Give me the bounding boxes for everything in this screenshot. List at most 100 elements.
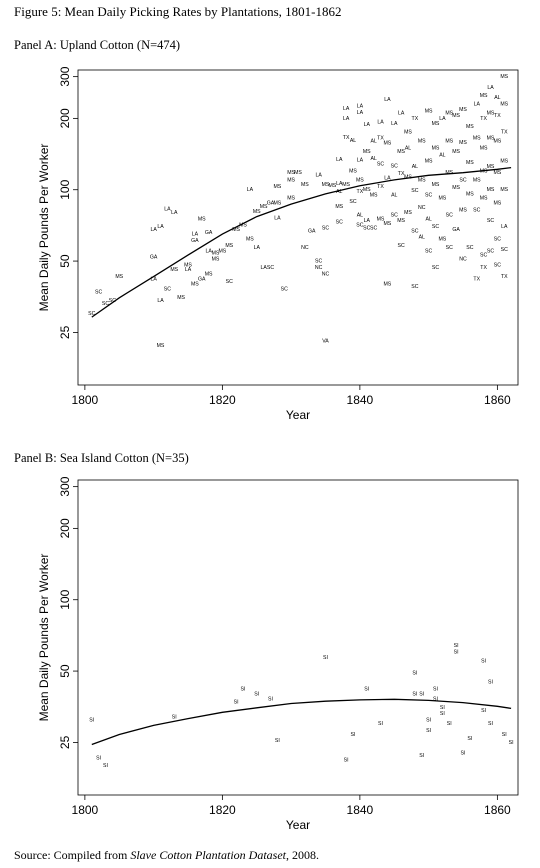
panel-a-point: LA	[150, 227, 157, 233]
panel-a-xtick-label: 1840	[347, 393, 374, 407]
panel-b-point: SI	[433, 686, 438, 692]
source-dataset: Slave Cotton Plantation Dataset	[130, 848, 286, 862]
panel-a-point: MS	[212, 256, 220, 262]
panel-a-point: MS	[493, 170, 501, 176]
panel-a-point: LA	[364, 122, 371, 128]
panel-a-point: AL	[494, 95, 500, 101]
panel-b-point: SI	[344, 758, 349, 764]
panel-a-point: NC	[315, 265, 323, 271]
panel-b-xtick-label: 1840	[347, 803, 374, 817]
panel-a-point: MS	[459, 208, 467, 214]
panel-b-point: SI	[268, 697, 273, 703]
panel-a-point: MS	[383, 221, 391, 227]
panel-a-point: LA	[384, 97, 391, 103]
panel-a-point: LA	[357, 110, 364, 116]
panel-a-ytick-label: 300	[58, 66, 72, 86]
panel-b-y-axis-label: Mean Daily Pounds Per Worker	[37, 554, 51, 722]
panel-b-point: SI	[275, 738, 280, 744]
panel-a-point: MS	[466, 124, 474, 130]
panel-a-point: GA	[308, 228, 316, 234]
panel-a-point: LA	[501, 224, 508, 230]
source-prefix: Source: Compiled from	[14, 848, 131, 862]
panel-a-point: MS	[480, 168, 488, 174]
panel-a-point: MS	[432, 145, 440, 151]
panel-a-point: MS	[225, 243, 233, 249]
panel-a-xtick-label: 1820	[209, 393, 236, 407]
panel-a-fit-line	[91, 166, 512, 318]
panel-a-point: SC	[487, 218, 494, 224]
panel-a-point: AL	[439, 152, 445, 158]
panel-a-point: SC	[315, 258, 322, 264]
panel-a-point: MS	[273, 200, 281, 206]
panel-a-point: SC	[109, 298, 116, 304]
panel-a-point: LA	[364, 218, 371, 224]
panel-b-fit-line	[91, 698, 512, 746]
panel-a-point: LA	[336, 157, 343, 163]
panel-b-point: SI	[172, 714, 177, 720]
panel-a-point: SC	[432, 224, 439, 230]
panel-a-plot-frame	[77, 69, 519, 386]
panel-a-point: MS	[480, 93, 488, 99]
panel-a-point: LA	[474, 101, 481, 107]
panel-a-point: MS	[377, 217, 385, 223]
panel-b-point: SI	[103, 763, 108, 769]
panel-a-point: MS	[184, 263, 192, 269]
panel-b-point: SI	[419, 691, 424, 697]
panel-b-point: SI	[454, 643, 459, 649]
panel-a-point: MS	[397, 218, 405, 224]
panel-a-point: NC	[418, 205, 426, 211]
panel-a-point: MS	[466, 160, 474, 166]
panel-a-point: MS	[404, 129, 412, 135]
panel-a-point: MS	[273, 184, 281, 190]
panel-a-point: SC	[95, 289, 102, 295]
panel-a-point: MS	[418, 139, 426, 145]
panel-a-point: LA	[185, 267, 192, 273]
panel-a-point: LA	[398, 111, 405, 117]
panel-a-point: LA	[384, 175, 391, 181]
panel-b-x-axis-label: Year	[286, 818, 310, 832]
panel-a-point: LA	[377, 119, 384, 125]
panel-a-ytick-label: 100	[58, 179, 72, 199]
panel-a-point: SC	[267, 265, 274, 271]
panel-b-ytick-label: 25	[58, 735, 72, 749]
panel-b-point: SI	[323, 655, 328, 661]
panel-b-point: SI	[96, 755, 101, 761]
panel-a-point: MS	[438, 196, 446, 202]
panel-a-point: MS	[287, 177, 295, 183]
panel-a-point: AL	[357, 213, 363, 219]
panel-b-point: SI	[234, 699, 239, 705]
panel-a-point: MS	[445, 111, 453, 117]
panel-a-point: MS	[191, 281, 199, 287]
panel-a-point: MS	[232, 227, 240, 233]
source-suffix: , 2008.	[285, 848, 319, 862]
panel-b-point: SI	[241, 686, 246, 692]
panel-a-point: TX	[357, 189, 364, 195]
panel-a-point: AL	[391, 192, 397, 198]
panel-a-point: MS	[493, 139, 501, 145]
panel-a-point: GA	[150, 254, 158, 260]
panel-b-point: SI	[440, 711, 445, 717]
panel-a-point: MS	[322, 182, 330, 188]
panel-b-point: SI	[481, 659, 486, 665]
panel-a-point: MS	[432, 121, 440, 127]
panel-a-point: MS	[239, 222, 247, 228]
panel-a-point: SC	[391, 213, 398, 219]
panel-b-plot-frame	[77, 479, 519, 796]
panel-a-point: SC	[411, 228, 418, 234]
panel-a-point: MS	[425, 108, 433, 114]
panel-a-point: GA	[205, 230, 213, 236]
panel-a-point: SC	[501, 247, 508, 253]
panel-a-point: MS	[177, 295, 185, 301]
panel-a-point: MS	[218, 249, 226, 255]
panel-a-point: LA	[254, 245, 261, 251]
panel-a-point: TX	[501, 274, 508, 280]
panel-b-point: SI	[433, 697, 438, 703]
panel-a-point: GA	[191, 238, 199, 244]
panel-a-point: MS	[115, 274, 123, 280]
panel-b-point: SI	[488, 721, 493, 727]
panel-a-point: MS	[459, 107, 467, 113]
panel-a-point: MS	[452, 113, 460, 119]
panel-b-point: SI	[461, 751, 466, 757]
panel-a-point: MS	[397, 149, 405, 155]
panel-a-point: GA	[198, 276, 206, 282]
